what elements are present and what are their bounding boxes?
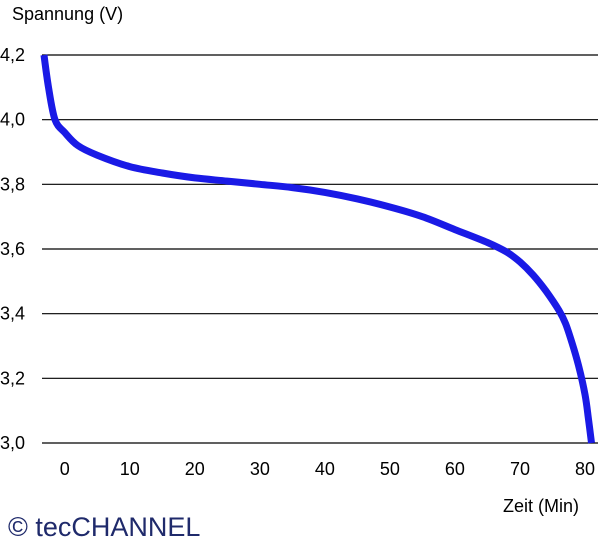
x-tick-labels: 0 10 20 30 40 50 60 70 80	[60, 459, 595, 479]
y-tick-label: 3,2	[0, 368, 25, 388]
gridlines	[42, 54, 598, 444]
y-tick-label: 3,6	[0, 239, 25, 259]
y-tick-labels: 4,2 4,0 3,8 3,6 3,4 3,2 3,0	[0, 45, 25, 453]
x-tick-label: 50	[380, 459, 400, 479]
x-tick-label: 70	[510, 459, 530, 479]
x-tick-label: 10	[120, 459, 140, 479]
x-tick-label: 80	[575, 459, 595, 479]
series-line	[40, 54, 595, 444]
series-lines	[40, 54, 595, 444]
x-tick-label: 0	[60, 459, 70, 479]
x-tick-label: 40	[315, 459, 335, 479]
y-tick-label: 3,4	[0, 304, 25, 324]
y-tick-label: 4,2	[0, 45, 25, 65]
copyright-notice: © tecCHANNEL	[8, 512, 201, 542]
y-axis-label: Spannung (V)	[12, 4, 124, 24]
x-tick-label: 30	[250, 459, 270, 479]
x-tick-label: 20	[185, 459, 205, 479]
y-tick-label: 3,8	[0, 174, 25, 194]
y-tick-label: 4,0	[0, 110, 25, 130]
x-axis-label: Zeit (Min)	[503, 496, 579, 516]
y-tick-label: 3,0	[0, 433, 25, 453]
x-tick-label: 60	[445, 459, 465, 479]
